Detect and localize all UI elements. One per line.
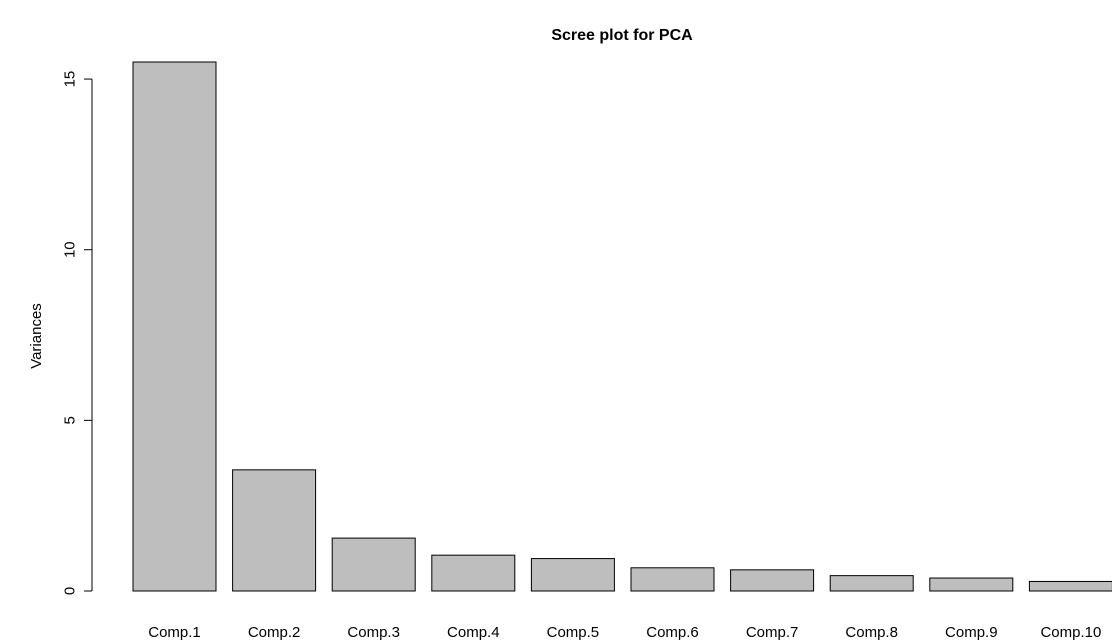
- y-tick-label: 10: [61, 241, 78, 258]
- bar-comp-8: [829, 575, 914, 592]
- bar-comp-10: [1028, 580, 1112, 592]
- x-category-label: Comp.8: [845, 624, 898, 641]
- y-tick-label: 5: [61, 416, 78, 424]
- y-axis-label: Variances: [28, 303, 45, 369]
- bar-comp-4: [431, 554, 516, 592]
- category-labels: Comp.1 Comp.2 Comp.3 Comp.4 Comp.5 Comp.6 Comp…: [148, 624, 1101, 641]
- x-category-label: Comp.6: [646, 624, 699, 641]
- bar-comp-2: [232, 469, 317, 592]
- bar-comp-5: [530, 558, 615, 592]
- x-category-label: Comp.7: [746, 624, 799, 641]
- x-category-label: Comp.4: [447, 624, 500, 641]
- bar-comp-7: [730, 569, 815, 592]
- y-axis: 0 5 10 15: [61, 71, 93, 595]
- x-category-label: Comp.9: [945, 624, 998, 641]
- x-category-label: Comp.3: [347, 624, 400, 641]
- bars: [132, 61, 1112, 592]
- x-category-label: Comp.5: [547, 624, 600, 641]
- x-category-label: Comp.2: [248, 624, 301, 641]
- x-category-label: Comp.1: [148, 624, 201, 641]
- x-category-label: Comp.10: [1040, 624, 1101, 641]
- chart-title: Scree plot for PCA: [551, 27, 693, 44]
- bar-comp-3: [331, 537, 416, 592]
- bar-comp-1: [132, 61, 217, 592]
- bar-comp-6: [630, 567, 715, 592]
- y-tick-label: 0: [61, 587, 78, 595]
- bar-comp-9: [929, 577, 1014, 592]
- y-tick-label: 15: [61, 71, 78, 88]
